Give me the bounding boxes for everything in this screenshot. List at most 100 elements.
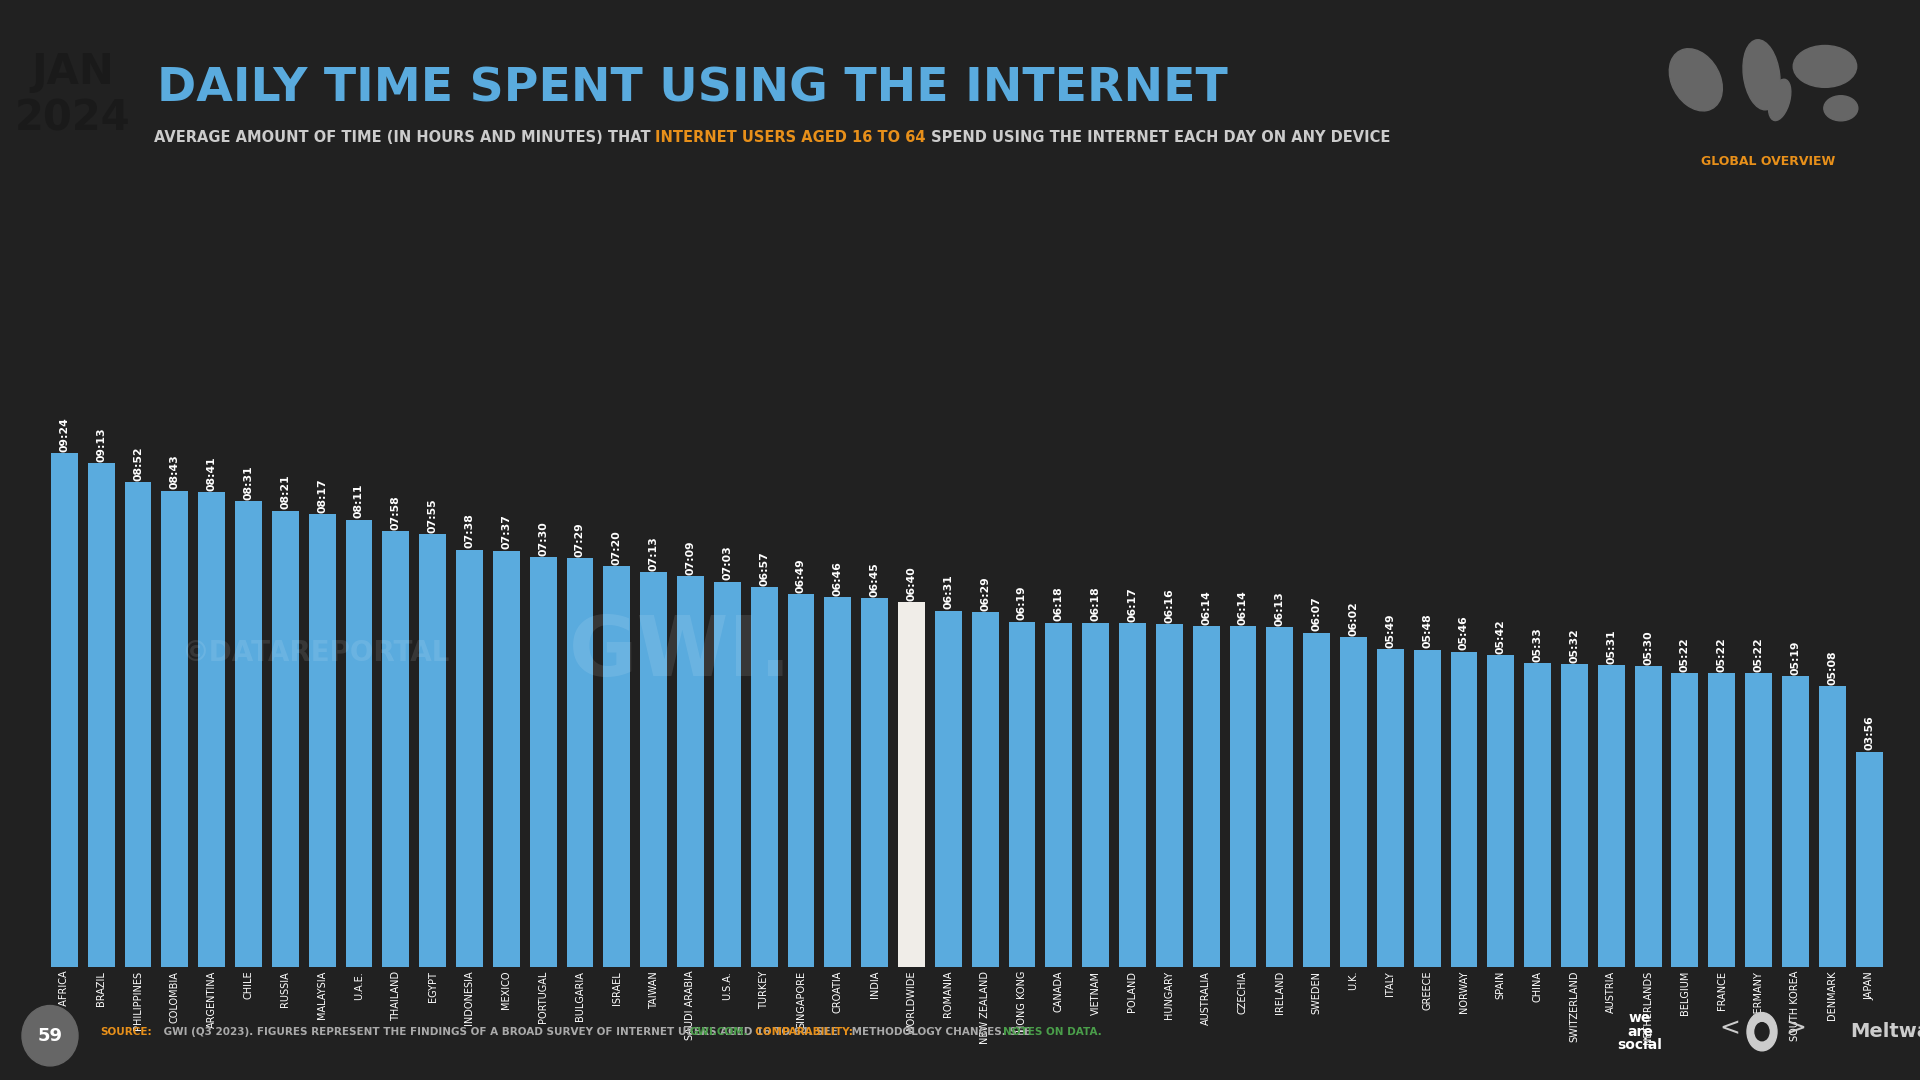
Text: AVERAGE AMOUNT OF TIME (IN HOURS AND MINUTES) THAT: AVERAGE AMOUNT OF TIME (IN HOURS AND MIN… — [154, 130, 655, 145]
Text: SPEND USING THE INTERNET EACH DAY ON ANY DEVICE: SPEND USING THE INTERNET EACH DAY ON ANY… — [925, 130, 1390, 145]
Text: 06:45: 06:45 — [870, 562, 879, 596]
Text: 05:48: 05:48 — [1423, 613, 1432, 648]
Text: 06:57: 06:57 — [758, 551, 770, 585]
Text: 06:19: 06:19 — [1018, 585, 1027, 620]
Text: 05:30: 05:30 — [1644, 631, 1653, 665]
Text: GWI.COM.: GWI.COM. — [689, 1027, 749, 1037]
Bar — [787, 594, 814, 967]
Bar — [1488, 656, 1515, 967]
Bar — [198, 492, 225, 967]
Bar — [382, 531, 409, 967]
Ellipse shape — [21, 1005, 79, 1066]
Text: GWI.: GWI. — [568, 612, 793, 693]
Bar — [862, 598, 889, 967]
Bar — [234, 501, 261, 967]
Text: NOTES ON DATA.: NOTES ON DATA. — [1002, 1027, 1102, 1037]
Text: 05:42: 05:42 — [1496, 619, 1505, 653]
Bar — [1524, 663, 1551, 967]
Bar — [1745, 674, 1772, 967]
Bar — [52, 454, 79, 967]
Text: 06:18: 06:18 — [1091, 586, 1100, 621]
Bar — [824, 597, 851, 967]
Bar — [273, 511, 300, 967]
Text: GWI (Q3 2023). FIGURES REPRESENT THE FINDINGS OF A BROAD SURVEY OF INTERNET USER: GWI (Q3 2023). FIGURES REPRESENT THE FIN… — [159, 1027, 841, 1037]
Text: 05:49: 05:49 — [1386, 613, 1396, 648]
Text: 06:07: 06:07 — [1311, 596, 1321, 631]
Text: 07:58: 07:58 — [392, 496, 401, 530]
Ellipse shape — [1793, 45, 1857, 87]
Text: >: > — [1786, 1015, 1807, 1040]
Text: 08:52: 08:52 — [132, 446, 142, 481]
Text: METHODOLOGY CHANGES. SEE: METHODOLOGY CHANGES. SEE — [849, 1027, 1035, 1037]
Bar — [603, 566, 630, 967]
Bar — [1008, 622, 1035, 967]
Bar — [935, 610, 962, 967]
Bar — [1156, 624, 1183, 967]
Bar — [1818, 686, 1845, 967]
Text: 06:29: 06:29 — [979, 577, 991, 611]
Text: 09:24: 09:24 — [60, 417, 69, 451]
Text: 05:08: 05:08 — [1828, 650, 1837, 685]
Bar — [751, 588, 778, 967]
Bar — [1304, 633, 1331, 967]
Text: 07:30: 07:30 — [538, 521, 547, 555]
Text: 07:55: 07:55 — [428, 498, 438, 532]
Text: 06:16: 06:16 — [1164, 589, 1175, 623]
Text: 07:20: 07:20 — [612, 530, 622, 565]
Bar — [530, 557, 557, 967]
Text: Meltwater: Meltwater — [1851, 1022, 1920, 1041]
Bar — [1192, 626, 1219, 967]
Text: 06:14: 06:14 — [1238, 590, 1248, 624]
Bar — [678, 576, 705, 967]
Bar — [309, 514, 336, 967]
Bar — [566, 558, 593, 967]
Bar — [1413, 650, 1440, 967]
Bar — [457, 550, 484, 967]
Text: 06:18: 06:18 — [1054, 586, 1064, 621]
Text: 06:31: 06:31 — [943, 575, 954, 609]
Bar — [125, 483, 152, 967]
Text: 06:40: 06:40 — [906, 566, 916, 602]
Bar — [1044, 622, 1071, 967]
Text: 06:17: 06:17 — [1127, 588, 1137, 622]
Text: <: < — [1720, 1015, 1740, 1040]
Text: 05:32: 05:32 — [1569, 629, 1580, 663]
Bar — [1597, 665, 1624, 967]
Text: 07:13: 07:13 — [649, 537, 659, 571]
Text: 08:17: 08:17 — [317, 478, 326, 513]
Bar — [1119, 623, 1146, 967]
Text: 05:33: 05:33 — [1532, 627, 1542, 662]
Text: INTERNET USERS AGED 16 TO 64: INTERNET USERS AGED 16 TO 64 — [655, 130, 925, 145]
Bar — [1782, 676, 1809, 967]
Bar — [161, 490, 188, 967]
Bar — [899, 603, 925, 967]
Bar — [1855, 752, 1882, 967]
Text: 06:02: 06:02 — [1348, 600, 1359, 636]
Text: 08:31: 08:31 — [244, 465, 253, 500]
Text: 05:22: 05:22 — [1716, 637, 1726, 672]
Ellipse shape — [1755, 1023, 1768, 1041]
Text: 07:37: 07:37 — [501, 514, 511, 550]
Bar — [1634, 666, 1661, 967]
Bar — [1267, 627, 1294, 967]
Text: 06:13: 06:13 — [1275, 591, 1284, 625]
Bar — [639, 572, 666, 967]
Bar — [1229, 626, 1256, 967]
Bar — [1672, 674, 1699, 967]
Text: 08:43: 08:43 — [169, 455, 180, 489]
Text: 08:21: 08:21 — [280, 474, 290, 509]
Text: 07:03: 07:03 — [722, 545, 732, 580]
Text: GLOBAL OVERVIEW: GLOBAL OVERVIEW — [1701, 156, 1836, 168]
Text: 03:56: 03:56 — [1864, 716, 1874, 751]
Bar — [346, 519, 372, 967]
Text: 06:49: 06:49 — [797, 558, 806, 593]
Bar — [1083, 622, 1110, 967]
Text: 08:11: 08:11 — [353, 484, 365, 518]
Text: ©DATAREPORTAL: ©DATAREPORTAL — [180, 639, 449, 667]
Bar — [1450, 651, 1476, 967]
Bar — [1561, 664, 1588, 967]
Text: 05:19: 05:19 — [1791, 640, 1801, 675]
Bar — [1377, 649, 1404, 967]
Bar — [88, 463, 115, 967]
Text: COMPARABILITY:: COMPARABILITY: — [749, 1027, 852, 1037]
